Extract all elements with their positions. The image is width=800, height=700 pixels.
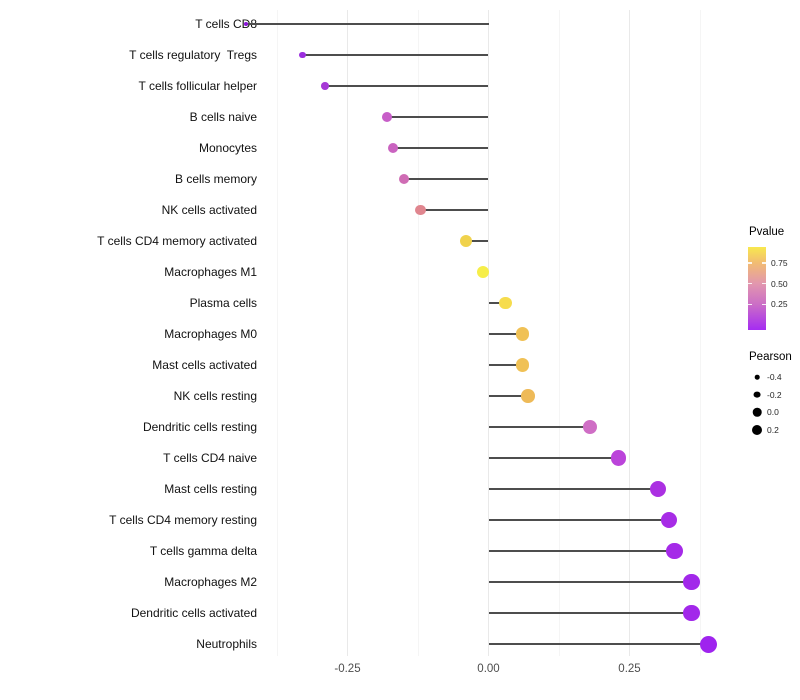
lollipop-stem <box>245 23 489 25</box>
x-axis-tick-label: -0.25 <box>334 663 361 675</box>
colorbar-tick-label: 0.50 <box>771 278 788 289</box>
colorbar-tick <box>762 262 766 264</box>
y-axis-label: T cells CD4 memory activated <box>97 234 257 248</box>
lollipop-stem <box>488 395 528 397</box>
lollipop-stem <box>488 364 523 366</box>
colorbar-tick <box>748 262 752 264</box>
y-axis-label: Monocytes <box>198 141 257 155</box>
pearson-legend-label: -0.2 <box>767 389 782 400</box>
lollipop-stem <box>488 612 692 614</box>
lollipop-stem <box>488 488 658 490</box>
pearson-legend-dot <box>754 374 760 380</box>
lollipop-stem <box>392 147 489 149</box>
lollipop-dot <box>498 296 512 310</box>
lollipop-dot <box>683 604 700 622</box>
pvalue-colorbar <box>748 247 766 330</box>
lollipop-dot <box>321 82 329 90</box>
pearson-legend-label: -0.4 <box>767 371 782 382</box>
lollipop-stem <box>403 178 489 180</box>
y-axis-label: T cells CD4 naive <box>163 451 257 465</box>
gridline-major <box>629 10 630 656</box>
colorbar-tick-label: 0.25 <box>771 299 788 310</box>
lollipop-dot <box>382 112 392 122</box>
gridline-minor <box>558 10 560 656</box>
gridline-minor <box>699 10 701 656</box>
lollipop-dot <box>298 51 306 59</box>
lollipop-dot <box>244 22 248 26</box>
lollipop-stem <box>488 550 675 552</box>
lollipop-stem <box>324 85 489 87</box>
lollipop-dot <box>582 419 598 435</box>
y-axis-label: Mast cells activated <box>152 358 257 372</box>
lollipop-stem <box>302 54 489 56</box>
colorbar-tick <box>762 303 766 306</box>
lollipop-dot <box>515 358 529 372</box>
pearson-legend-dot <box>753 391 761 398</box>
lollipop-stem <box>488 643 709 645</box>
pearson-legend-dot <box>752 424 762 435</box>
y-axis-label: Plasma cells <box>189 296 257 310</box>
y-axis-label: Neutrophils <box>196 637 257 651</box>
colorbar-tick <box>748 282 752 285</box>
y-axis-label: Macrophages M1 <box>164 265 257 279</box>
lollipop-stem <box>420 209 489 211</box>
lollipop-dot <box>459 234 472 247</box>
lollipop-stem <box>488 457 619 459</box>
lollipop-dot <box>683 573 700 591</box>
pearson-legend-title: Pearson <box>749 351 792 363</box>
lollipop-dot <box>699 635 717 653</box>
pearson-legend-dot <box>752 407 762 417</box>
y-axis-label: NK cells resting <box>173 389 257 403</box>
x-axis-tick-label: 0.25 <box>618 663 641 675</box>
lollipop-dot <box>666 542 683 560</box>
x-axis-tick-label: 0.00 <box>477 663 500 675</box>
lollipop-stem <box>465 240 489 242</box>
gridline-major <box>488 10 489 656</box>
lollipop-stem <box>488 426 591 428</box>
lollipop-stem <box>488 302 506 304</box>
y-axis-label: Dendritic cells resting <box>142 420 257 434</box>
y-axis-labels: T cells CD8 T cells regulatory Tregs T cel… <box>0 10 257 656</box>
y-axis-label: T cells follicular helper <box>138 79 258 93</box>
y-axis-label: Macrophages M0 <box>164 327 257 341</box>
y-axis-label: B cells memory <box>174 172 257 186</box>
lollipop-stem <box>488 333 523 335</box>
gridline-major <box>347 10 348 656</box>
lollipop-dot <box>476 265 490 279</box>
lollipop-dot <box>387 142 398 153</box>
y-axis-label: T cells gamma delta <box>149 544 257 558</box>
lollipop-dot <box>398 173 410 185</box>
colorbar-tick <box>762 282 766 285</box>
y-axis-label: T cells CD4 memory resting <box>109 513 257 527</box>
lollipop-dot <box>649 480 666 498</box>
lollipop-dot <box>415 204 427 216</box>
gridline-minor <box>276 10 278 656</box>
y-axis-label: Mast cells resting <box>164 482 257 496</box>
pearson-legend-label: 0.2 <box>767 424 779 435</box>
colorbar-tick <box>748 303 752 306</box>
y-axis-label: NK cells activated <box>161 203 257 217</box>
pvalue-legend-title: Pvalue <box>749 226 785 238</box>
lollipop-stem <box>386 116 489 118</box>
y-axis-label: Macrophages M2 <box>164 575 257 589</box>
lollipop-dot <box>610 450 626 466</box>
y-axis-label: B cells naive <box>189 110 257 124</box>
y-axis-label: T cells CD8 <box>195 17 257 31</box>
gridline-minor <box>417 10 419 656</box>
plot-panel <box>244 10 720 656</box>
colorbar-tick-label: 0.75 <box>771 257 788 268</box>
lollipop-dot <box>521 389 535 403</box>
lollipop-dot <box>660 511 678 529</box>
lollipop-stem <box>488 581 692 583</box>
y-axis-label: Dendritic cells activated <box>130 606 257 620</box>
y-axis-label: T cells regulatory Tregs <box>129 48 257 62</box>
lollipop-dot <box>515 327 529 341</box>
pearson-legend-label: 0.0 <box>767 406 779 417</box>
lollipop-stem <box>488 519 669 521</box>
x-axis: -0.25 0.00 0.25 <box>0 660 800 680</box>
